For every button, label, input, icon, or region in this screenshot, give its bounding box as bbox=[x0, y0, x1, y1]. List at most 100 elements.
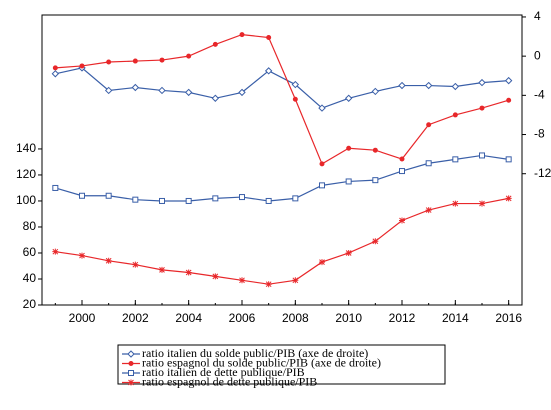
x-tick-label: 2010 bbox=[335, 311, 362, 325]
y2-tick-label: -12 bbox=[534, 166, 551, 180]
marker bbox=[505, 156, 512, 163]
marker bbox=[212, 195, 219, 202]
marker bbox=[479, 105, 485, 111]
marker bbox=[479, 152, 485, 159]
marker bbox=[265, 197, 272, 204]
marker bbox=[371, 87, 380, 96]
series-line bbox=[55, 154, 509, 202]
marker bbox=[426, 122, 432, 128]
marker bbox=[504, 76, 513, 85]
marker bbox=[291, 80, 300, 89]
marker bbox=[52, 248, 59, 255]
x-tick-label: 2006 bbox=[229, 311, 256, 325]
y-tick-label: 140 bbox=[16, 141, 36, 155]
legend-label: ratio espagnol de dette publique/PIB bbox=[142, 374, 317, 388]
marker bbox=[128, 370, 134, 376]
marker bbox=[51, 70, 60, 78]
x-tick-label: 2012 bbox=[389, 311, 416, 325]
legend-label: ratio espagnol du solde public/PIB (axe … bbox=[142, 355, 381, 369]
legend-label: ratio italien de dette publique/PIB bbox=[142, 365, 305, 379]
marker bbox=[239, 32, 245, 38]
marker bbox=[319, 259, 325, 266]
legend-box bbox=[117, 344, 446, 385]
y2-tick-label: -4 bbox=[534, 88, 545, 102]
marker bbox=[212, 41, 218, 47]
marker bbox=[452, 200, 459, 207]
marker bbox=[345, 178, 352, 185]
marker bbox=[132, 196, 139, 203]
marker bbox=[131, 83, 140, 92]
y-tick-label: 20 bbox=[23, 297, 37, 311]
x-tick-label: 2004 bbox=[175, 311, 202, 325]
y-tick-label: 120 bbox=[16, 167, 36, 181]
marker bbox=[372, 238, 379, 245]
marker bbox=[132, 261, 139, 268]
marker bbox=[372, 147, 378, 153]
legend-label: ratio italien du solde public/PIB (axe d… bbox=[142, 346, 368, 360]
marker bbox=[425, 160, 432, 167]
marker bbox=[239, 194, 245, 201]
marker bbox=[79, 192, 85, 199]
marker bbox=[184, 88, 193, 97]
x-tick-label: 2002 bbox=[122, 311, 149, 325]
marker bbox=[399, 217, 405, 224]
marker bbox=[505, 195, 512, 202]
marker bbox=[239, 277, 245, 284]
plot-frame bbox=[41, 14, 523, 306]
marker bbox=[265, 281, 272, 288]
marker bbox=[158, 86, 166, 95]
marker bbox=[186, 53, 192, 59]
marker bbox=[292, 277, 299, 284]
marker bbox=[128, 379, 134, 386]
marker bbox=[478, 78, 486, 87]
marker bbox=[452, 156, 459, 163]
marker bbox=[424, 81, 433, 90]
series-line bbox=[55, 67, 509, 109]
marker bbox=[105, 192, 112, 199]
marker bbox=[318, 104, 326, 112]
marker bbox=[319, 161, 325, 167]
marker bbox=[52, 184, 59, 191]
marker bbox=[159, 266, 165, 273]
marker bbox=[452, 112, 458, 118]
marker bbox=[399, 168, 405, 175]
marker bbox=[292, 96, 298, 102]
marker bbox=[52, 65, 58, 71]
marker bbox=[266, 35, 272, 41]
marker bbox=[399, 156, 405, 162]
marker bbox=[319, 182, 325, 189]
y-tick-label: 60 bbox=[23, 245, 37, 259]
marker bbox=[292, 195, 299, 202]
marker bbox=[212, 273, 219, 280]
marker bbox=[346, 145, 352, 151]
x-tick-label: 2016 bbox=[495, 311, 522, 325]
marker bbox=[128, 361, 134, 366]
marker bbox=[372, 177, 379, 184]
y-tick-label: 100 bbox=[16, 193, 36, 207]
marker bbox=[264, 67, 273, 75]
y-tick-label: 40 bbox=[23, 271, 37, 285]
marker bbox=[132, 58, 138, 64]
x-tick-label: 2014 bbox=[442, 311, 469, 325]
y2-tick-label: 4 bbox=[534, 9, 541, 23]
marker bbox=[238, 88, 246, 97]
marker bbox=[506, 97, 512, 103]
marker bbox=[345, 249, 352, 256]
marker bbox=[451, 82, 460, 91]
marker bbox=[185, 197, 192, 204]
marker bbox=[425, 207, 432, 214]
series-line bbox=[55, 33, 509, 165]
marker bbox=[159, 197, 165, 204]
marker bbox=[211, 94, 220, 102]
marker bbox=[479, 200, 485, 207]
x-tick-label: 2000 bbox=[69, 311, 96, 325]
marker bbox=[159, 57, 165, 63]
marker bbox=[398, 81, 406, 90]
y-tick-label: 80 bbox=[23, 219, 37, 233]
marker bbox=[104, 86, 113, 95]
x-tick-label: 2008 bbox=[282, 311, 309, 325]
marker bbox=[185, 269, 192, 276]
marker bbox=[127, 350, 135, 358]
marker bbox=[79, 63, 85, 69]
